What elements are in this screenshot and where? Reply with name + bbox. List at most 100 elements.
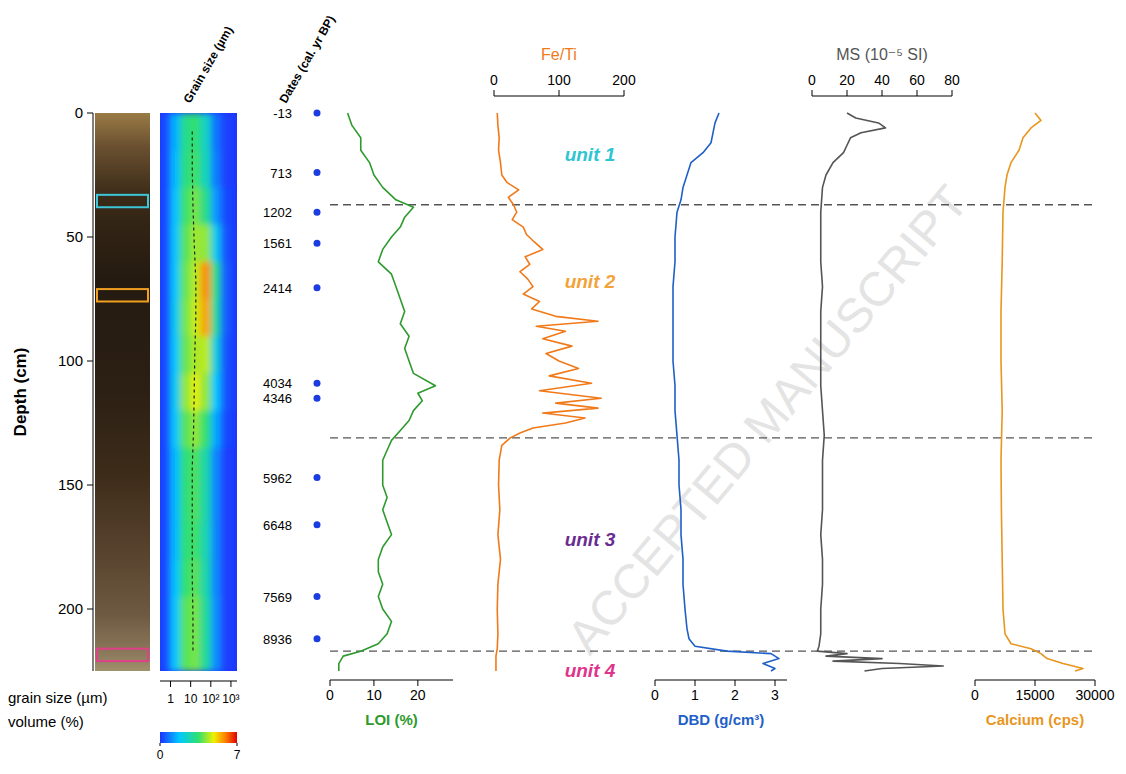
- core-photo: [95, 113, 150, 671]
- panel-plot: [817, 113, 943, 671]
- heatmap-cell: [171, 522, 181, 560]
- heatmap-cell: [200, 225, 211, 263]
- heatmap-cell: [220, 187, 231, 225]
- colorbar-tick: [160, 743, 161, 746]
- panel-tick: [812, 90, 813, 96]
- heatmap-cell: [231, 262, 237, 300]
- heatmap-cell: [171, 187, 181, 225]
- colorbar-tick: [237, 743, 238, 746]
- heatmap-cell: [171, 373, 181, 411]
- heatmap-cell: [171, 559, 181, 597]
- profile-line: [496, 113, 601, 671]
- grain-tick-label: 10²: [202, 692, 219, 706]
- heatmap-cells: [160, 113, 237, 671]
- panel-tick-label: 30000: [1076, 687, 1115, 703]
- panel-tick-label: 0: [971, 687, 979, 703]
- heatmap-cell: [171, 485, 181, 523]
- panel-tick-label: 1: [691, 687, 699, 703]
- heatmap-cell: [180, 634, 191, 671]
- heatmap-cell: [171, 336, 181, 374]
- heatmap-cell: [211, 225, 221, 263]
- panel-tick: [559, 90, 560, 96]
- heatmap-cell: [200, 411, 211, 449]
- panel-axis-line: [655, 680, 787, 681]
- panel-title: LOI (%): [365, 711, 418, 728]
- heatmap-cell: [220, 299, 231, 337]
- grain-axis-line: [160, 681, 237, 682]
- panel-tick-label: 200: [612, 72, 636, 88]
- heatmap-cell: [200, 187, 211, 225]
- depth-axis-line: [93, 113, 94, 671]
- heatmap-cell: [180, 113, 191, 151]
- colorbar: [160, 732, 237, 743]
- heatmap-cell: [211, 634, 221, 671]
- date-label: 4034: [263, 376, 292, 391]
- heatmap-cell: [220, 411, 231, 449]
- date-dot: [314, 593, 321, 600]
- date-label: -13: [273, 106, 292, 121]
- heatmap-cell: [211, 411, 221, 449]
- depth-tick-label: 0: [75, 104, 83, 121]
- heatmap-cell: [180, 299, 191, 337]
- heatmap-cell: [160, 448, 171, 486]
- heatmap-cell: [200, 113, 211, 151]
- heatmap-cell: [220, 448, 231, 486]
- watermark: ACCEPTED MANUSCRIPT: [557, 176, 978, 664]
- depth-tick-label: 200: [58, 600, 83, 617]
- panel-tick-label: 0: [808, 72, 816, 88]
- heatmap-cell: [191, 225, 201, 263]
- heatmap-cell: [220, 113, 231, 151]
- heatmap-cell: [171, 225, 181, 263]
- panel-tick: [695, 680, 696, 686]
- date-label: 1561: [263, 236, 292, 251]
- heatmap-cell: [200, 336, 211, 374]
- heatmap-cell: [200, 597, 211, 635]
- date-label: 8936: [263, 632, 292, 647]
- panel-plot: [496, 113, 601, 671]
- heatmap-cell: [211, 299, 221, 337]
- heatmap-cell: [220, 522, 231, 560]
- heatmap-cell: [160, 225, 171, 263]
- date-dot: [314, 380, 321, 387]
- heatmap-cell: [180, 559, 191, 597]
- panel-tick-label: 40: [874, 72, 890, 88]
- grain-axis-title: grain size (µm): [8, 689, 108, 706]
- heatmap-cell: [160, 299, 171, 337]
- heatmap-cell: [160, 411, 171, 449]
- heatmap-cell: [231, 411, 237, 449]
- panel-tick: [735, 680, 736, 686]
- heatmap-cell: [191, 373, 201, 411]
- depth-tick-label: 100: [58, 352, 83, 369]
- heatmap-cell: [171, 411, 181, 449]
- panel-tick: [417, 680, 418, 686]
- heatmap-cell: [211, 485, 221, 523]
- heatmap-cell: [160, 113, 171, 151]
- panel-tick: [373, 680, 374, 686]
- unit-label: unit 2: [565, 271, 616, 292]
- date-dot: [314, 635, 321, 642]
- heatmap-cell: [220, 150, 231, 188]
- heatmap-cell: [231, 559, 237, 597]
- depth-tick: [87, 237, 93, 238]
- date-dot: [314, 209, 321, 216]
- heatmap-cell: [220, 485, 231, 523]
- heatmap-cell: [180, 485, 191, 523]
- heatmap-cell: [211, 113, 221, 151]
- panel-tick-label: 0: [651, 687, 659, 703]
- heatmap-cell: [180, 150, 191, 188]
- median-grain-size-line: [192, 132, 196, 653]
- heatmap-cell: [211, 187, 221, 225]
- panel-tick: [494, 90, 495, 96]
- date-label: 2414: [263, 281, 292, 296]
- panel-tick-label: 0: [490, 72, 498, 88]
- colorbar-title: volume (%): [8, 713, 84, 730]
- panel-plot: [339, 113, 436, 671]
- date-dot: [314, 169, 321, 176]
- date-label: 1202: [263, 205, 292, 220]
- heatmap-cell: [180, 262, 191, 300]
- dates-title: Dates (cal. yr BP): [276, 13, 337, 105]
- heatmap-cell: [160, 150, 171, 188]
- grain-tick: [230, 681, 231, 687]
- date-dot: [314, 395, 321, 402]
- profile-line: [1001, 113, 1083, 671]
